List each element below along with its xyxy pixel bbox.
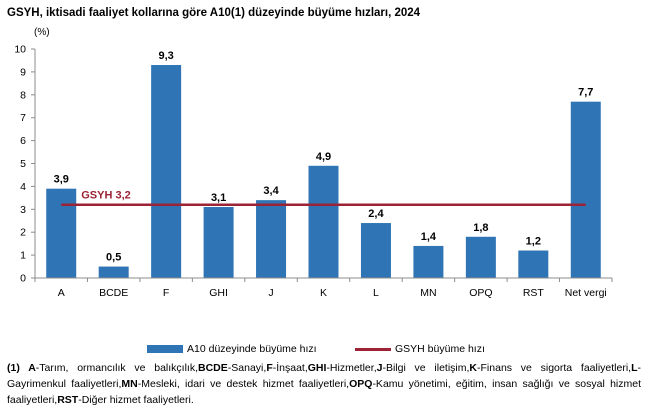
x-tick-label: MN — [420, 287, 436, 299]
x-tick-label: OPQ — [469, 287, 492, 299]
y-tick-label: 0 — [20, 273, 26, 285]
x-tick-label: A — [58, 287, 65, 299]
footnote-description: -Gayrimenkul faaliyetleri, — [7, 362, 642, 390]
footnote-code: BCDE — [198, 362, 228, 374]
footnote-code: F — [266, 362, 273, 374]
footnote-code: OPQ — [349, 378, 373, 390]
footnote-description: -Finans ve sigorta faaliyetleri, — [477, 362, 632, 374]
legend-swatch-line — [355, 347, 391, 351]
x-tick-label: K — [320, 287, 327, 299]
footnote-code: (1) A — [7, 362, 36, 374]
footnote-description: -Diğer hizmet faaliyetleri. — [78, 394, 194, 406]
gsyh-line-label: GSYH 3,2 — [81, 190, 131, 202]
bar-value-label: 7,7 — [578, 87, 593, 99]
y-tick-label: 4 — [20, 181, 26, 193]
bar-value-label: 2,4 — [368, 208, 384, 220]
legend-label-line: GSYH büyüme hızı — [395, 343, 485, 355]
legend-item-bars: A10 düzeyinde büyüme hızı — [147, 343, 317, 355]
footnote-code: MN — [121, 378, 138, 390]
bar — [98, 266, 129, 278]
y-tick-label: 8 — [20, 89, 26, 101]
bar — [360, 223, 391, 278]
footnote-code: K — [469, 362, 478, 374]
y-tick-label: 7 — [20, 112, 26, 124]
y-tick-label: 10 — [14, 44, 26, 56]
y-tick-label: 5 — [20, 158, 26, 170]
footnote-description: -İnşaat, — [272, 362, 308, 374]
x-tick-label: L — [373, 287, 379, 299]
bar-value-label: 0,5 — [106, 252, 121, 264]
bar-value-label: 9,3 — [158, 50, 173, 62]
y-tick-label: 2 — [20, 227, 26, 239]
legend-swatch-bar — [147, 345, 183, 353]
footnote-description: -Bilgi ve iletişim, — [382, 362, 470, 374]
y-axis-unit: (%) — [34, 27, 50, 38]
footnote-code: GHI — [307, 362, 327, 374]
bar-value-label: 1,2 — [526, 236, 541, 248]
bar-value-label: 1,4 — [421, 231, 437, 243]
footnote-code: L — [631, 362, 638, 374]
footnote-description: -Sanayi, — [227, 362, 267, 374]
x-tick-label: RST — [523, 287, 545, 299]
footnote-description: -Kamu yönetimi, eğitim, insan sağlığı ve… — [7, 378, 642, 406]
legend-item-line: GSYH büyüme hızı — [355, 343, 485, 355]
chart-legend: A10 düzeyinde büyüme hızı GSYH büyüme hı… — [0, 343, 650, 357]
footnote-description: -Hizmetler, — [326, 362, 377, 374]
bar — [308, 165, 339, 278]
chart-title: GSYH, iktisadi faaliyet kollarına göre A… — [7, 7, 421, 19]
y-tick-label: 3 — [20, 204, 26, 216]
bar — [203, 207, 234, 278]
bar — [46, 188, 77, 278]
bar-value-label: 1,8 — [473, 222, 488, 234]
x-tick-label: F — [163, 287, 169, 299]
bar-value-label: 4,9 — [316, 151, 331, 163]
footnote-description: -Tarım, ormancılık ve balıkçılık, — [35, 362, 199, 374]
bar — [518, 250, 549, 278]
bar-value-label: 3,1 — [211, 192, 226, 204]
bar-value-label: 3,4 — [263, 185, 279, 197]
y-tick-label: 1 — [20, 250, 26, 262]
footnote: (1) A-Tarım, ormancılık ve balıkçılık,BC… — [7, 360, 641, 408]
legend-label-bars: A10 düzeyinde büyüme hızı — [187, 343, 317, 355]
bar — [151, 65, 182, 278]
bar-chart: 0 1 2 3 4 5 6 7 8 9 10 3,9 A 0,5 BCDE 9,3 F 3,1 GHI 3,4 J 4,9… — [14, 44, 613, 299]
footnote-description: -Mesleki, idari ve destek hizmet faaliye… — [137, 378, 350, 390]
footnote-code: RST — [57, 394, 79, 406]
y-tick-label: 9 — [20, 66, 26, 78]
bar-value-label: 3,9 — [54, 174, 69, 186]
x-tick-label: GHI — [209, 287, 228, 299]
bar — [256, 200, 287, 278]
x-tick-label: BCDE — [99, 287, 128, 299]
footnote-code: J — [376, 362, 383, 374]
x-tick-label: Net vergi — [565, 287, 607, 299]
bar — [570, 101, 601, 278]
bar — [413, 245, 444, 278]
x-tick-label: J — [268, 287, 273, 299]
bar — [465, 236, 496, 278]
y-tick-label: 6 — [20, 135, 26, 147]
